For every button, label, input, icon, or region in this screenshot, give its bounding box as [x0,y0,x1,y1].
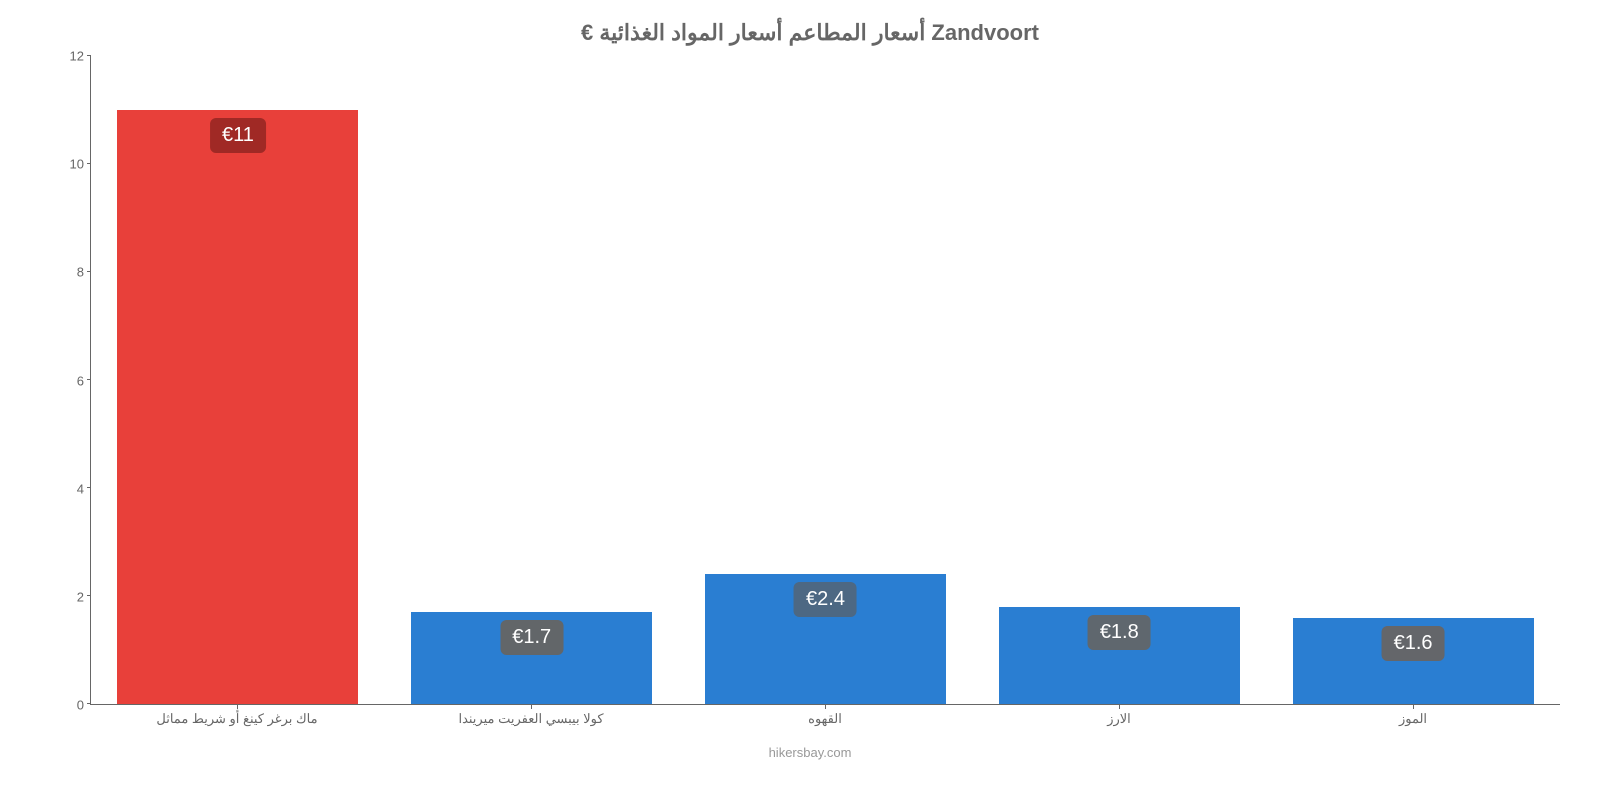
y-axis: 024681012 [60,56,90,705]
x-tick-mark [531,705,532,709]
bar-value-label: €1.6 [1382,626,1445,661]
x-tick-label: الموز [1266,705,1560,745]
x-axis: ماك برغر كينغ أو شريط مماثلكولا بيبسي ال… [90,705,1560,745]
x-tick-label: ماك برغر كينغ أو شريط مماثل [90,705,384,745]
y-tick-label: 4 [77,481,84,496]
x-tick-label: القهوه [678,705,972,745]
bar-slot: €1.6 [1266,56,1560,704]
price-bar-chart: € أسعار المطاعم أسعار المواد الغذائية Za… [0,0,1600,800]
bar-value-label: €11 [210,118,266,153]
y-tick-mark [87,379,91,380]
bar-slot: €1.8 [972,56,1266,704]
y-tick-label: 0 [77,698,84,713]
bar: €1.7 [411,612,652,704]
bar-slot: €1.7 [385,56,679,704]
y-tick-mark [87,271,91,272]
bar: €1.8 [999,607,1240,704]
bar: €1.6 [1293,618,1534,704]
y-tick-label: 12 [70,49,84,64]
x-tick-label: الارز [972,705,1266,745]
y-tick-mark [87,163,91,164]
y-tick-mark [87,487,91,488]
plot-area: €11 €1.7 €2.4 €1.8 €1.6 [90,56,1560,705]
bar-value-label: €2.4 [794,582,857,617]
y-tick-label: 8 [77,265,84,280]
x-tick-mark [237,705,238,709]
x-tick-mark [1119,705,1120,709]
bar: €2.4 [705,574,946,704]
y-tick-label: 6 [77,373,84,388]
y-tick-mark [87,703,91,704]
y-tick-label: 2 [77,589,84,604]
x-tick-mark [825,705,826,709]
x-tick-label: كولا بيبسي العفريت ميريندا [384,705,678,745]
bar: €11 [117,110,358,704]
y-tick-mark [87,55,91,56]
bar-value-label: €1.7 [500,620,563,655]
chart-title: € أسعار المطاعم أسعار المواد الغذائية Za… [60,20,1560,46]
attribution-text: hikersbay.com [60,745,1560,760]
y-tick-mark [87,595,91,596]
bar-value-label: €1.8 [1088,615,1151,650]
y-tick-label: 10 [70,157,84,172]
bar-slot: €2.4 [679,56,973,704]
bars-container: €11 €1.7 €2.4 €1.8 €1.6 [91,56,1560,704]
x-tick-mark [1413,705,1414,709]
chart-body: 024681012 €11€1.7€2.4€1.8€1.6 [60,56,1560,705]
bar-slot: €11 [91,56,385,704]
